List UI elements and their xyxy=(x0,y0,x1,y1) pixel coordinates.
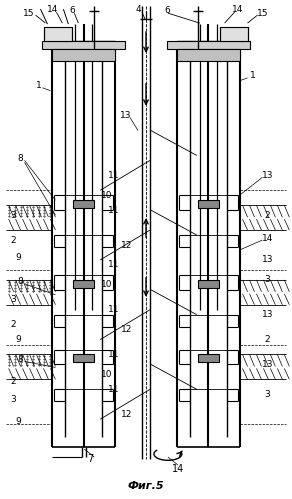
Text: 3: 3 xyxy=(11,395,17,404)
Text: 13: 13 xyxy=(120,111,132,120)
Text: 15: 15 xyxy=(23,8,34,17)
Bar xyxy=(65,349,102,389)
Text: Фиг.5: Фиг.5 xyxy=(128,481,164,491)
Text: 1: 1 xyxy=(36,81,41,90)
Text: 11: 11 xyxy=(108,171,120,180)
Text: 13: 13 xyxy=(262,255,273,264)
Bar xyxy=(190,195,227,235)
Text: 13: 13 xyxy=(262,171,273,180)
Text: 12: 12 xyxy=(121,325,133,334)
Text: 14: 14 xyxy=(262,234,273,243)
Bar xyxy=(198,354,219,362)
Bar xyxy=(198,200,219,208)
Text: 12: 12 xyxy=(121,241,133,250)
Text: 1: 1 xyxy=(250,71,256,80)
Bar xyxy=(73,280,94,288)
Text: 7: 7 xyxy=(87,454,93,464)
Text: 13: 13 xyxy=(262,310,273,319)
Text: 10: 10 xyxy=(101,370,113,379)
Text: 12: 12 xyxy=(121,410,133,419)
Text: 11: 11 xyxy=(108,385,120,394)
Bar xyxy=(220,27,248,41)
Text: 10: 10 xyxy=(101,191,113,200)
Text: 8: 8 xyxy=(18,277,23,286)
Bar xyxy=(43,41,125,49)
Text: 2: 2 xyxy=(11,236,16,245)
Text: 10: 10 xyxy=(101,280,113,289)
Bar xyxy=(44,27,72,41)
Text: 11: 11 xyxy=(108,350,120,359)
Bar xyxy=(65,195,102,235)
Text: 9: 9 xyxy=(16,417,22,426)
Bar xyxy=(190,275,227,315)
Text: 6: 6 xyxy=(164,5,170,14)
Text: 6: 6 xyxy=(69,5,75,14)
Text: 3: 3 xyxy=(265,390,270,399)
Text: 2: 2 xyxy=(11,320,16,329)
Text: 2: 2 xyxy=(11,377,16,386)
Text: 8: 8 xyxy=(18,355,23,364)
Text: 3: 3 xyxy=(11,211,17,220)
Text: 14: 14 xyxy=(172,464,184,474)
Text: 11: 11 xyxy=(108,305,120,314)
Text: 13: 13 xyxy=(262,360,273,369)
Text: 11: 11 xyxy=(108,260,120,269)
Text: 15: 15 xyxy=(257,8,268,17)
Bar xyxy=(177,49,239,61)
Text: 3: 3 xyxy=(11,295,17,304)
Bar xyxy=(73,200,94,208)
Bar xyxy=(167,41,249,49)
Text: 4: 4 xyxy=(135,4,141,13)
Text: 2: 2 xyxy=(265,335,270,344)
Bar xyxy=(190,349,227,389)
Bar xyxy=(198,280,219,288)
Bar xyxy=(53,49,115,61)
Bar xyxy=(65,275,102,315)
Text: 2: 2 xyxy=(265,211,270,220)
Bar xyxy=(73,354,94,362)
Text: 9: 9 xyxy=(16,335,22,344)
Text: 14: 14 xyxy=(232,4,243,13)
Text: 14: 14 xyxy=(47,4,58,13)
Text: 3: 3 xyxy=(265,275,270,284)
Text: 9: 9 xyxy=(16,253,22,262)
Text: 11: 11 xyxy=(108,206,120,215)
Text: 8: 8 xyxy=(18,154,23,163)
